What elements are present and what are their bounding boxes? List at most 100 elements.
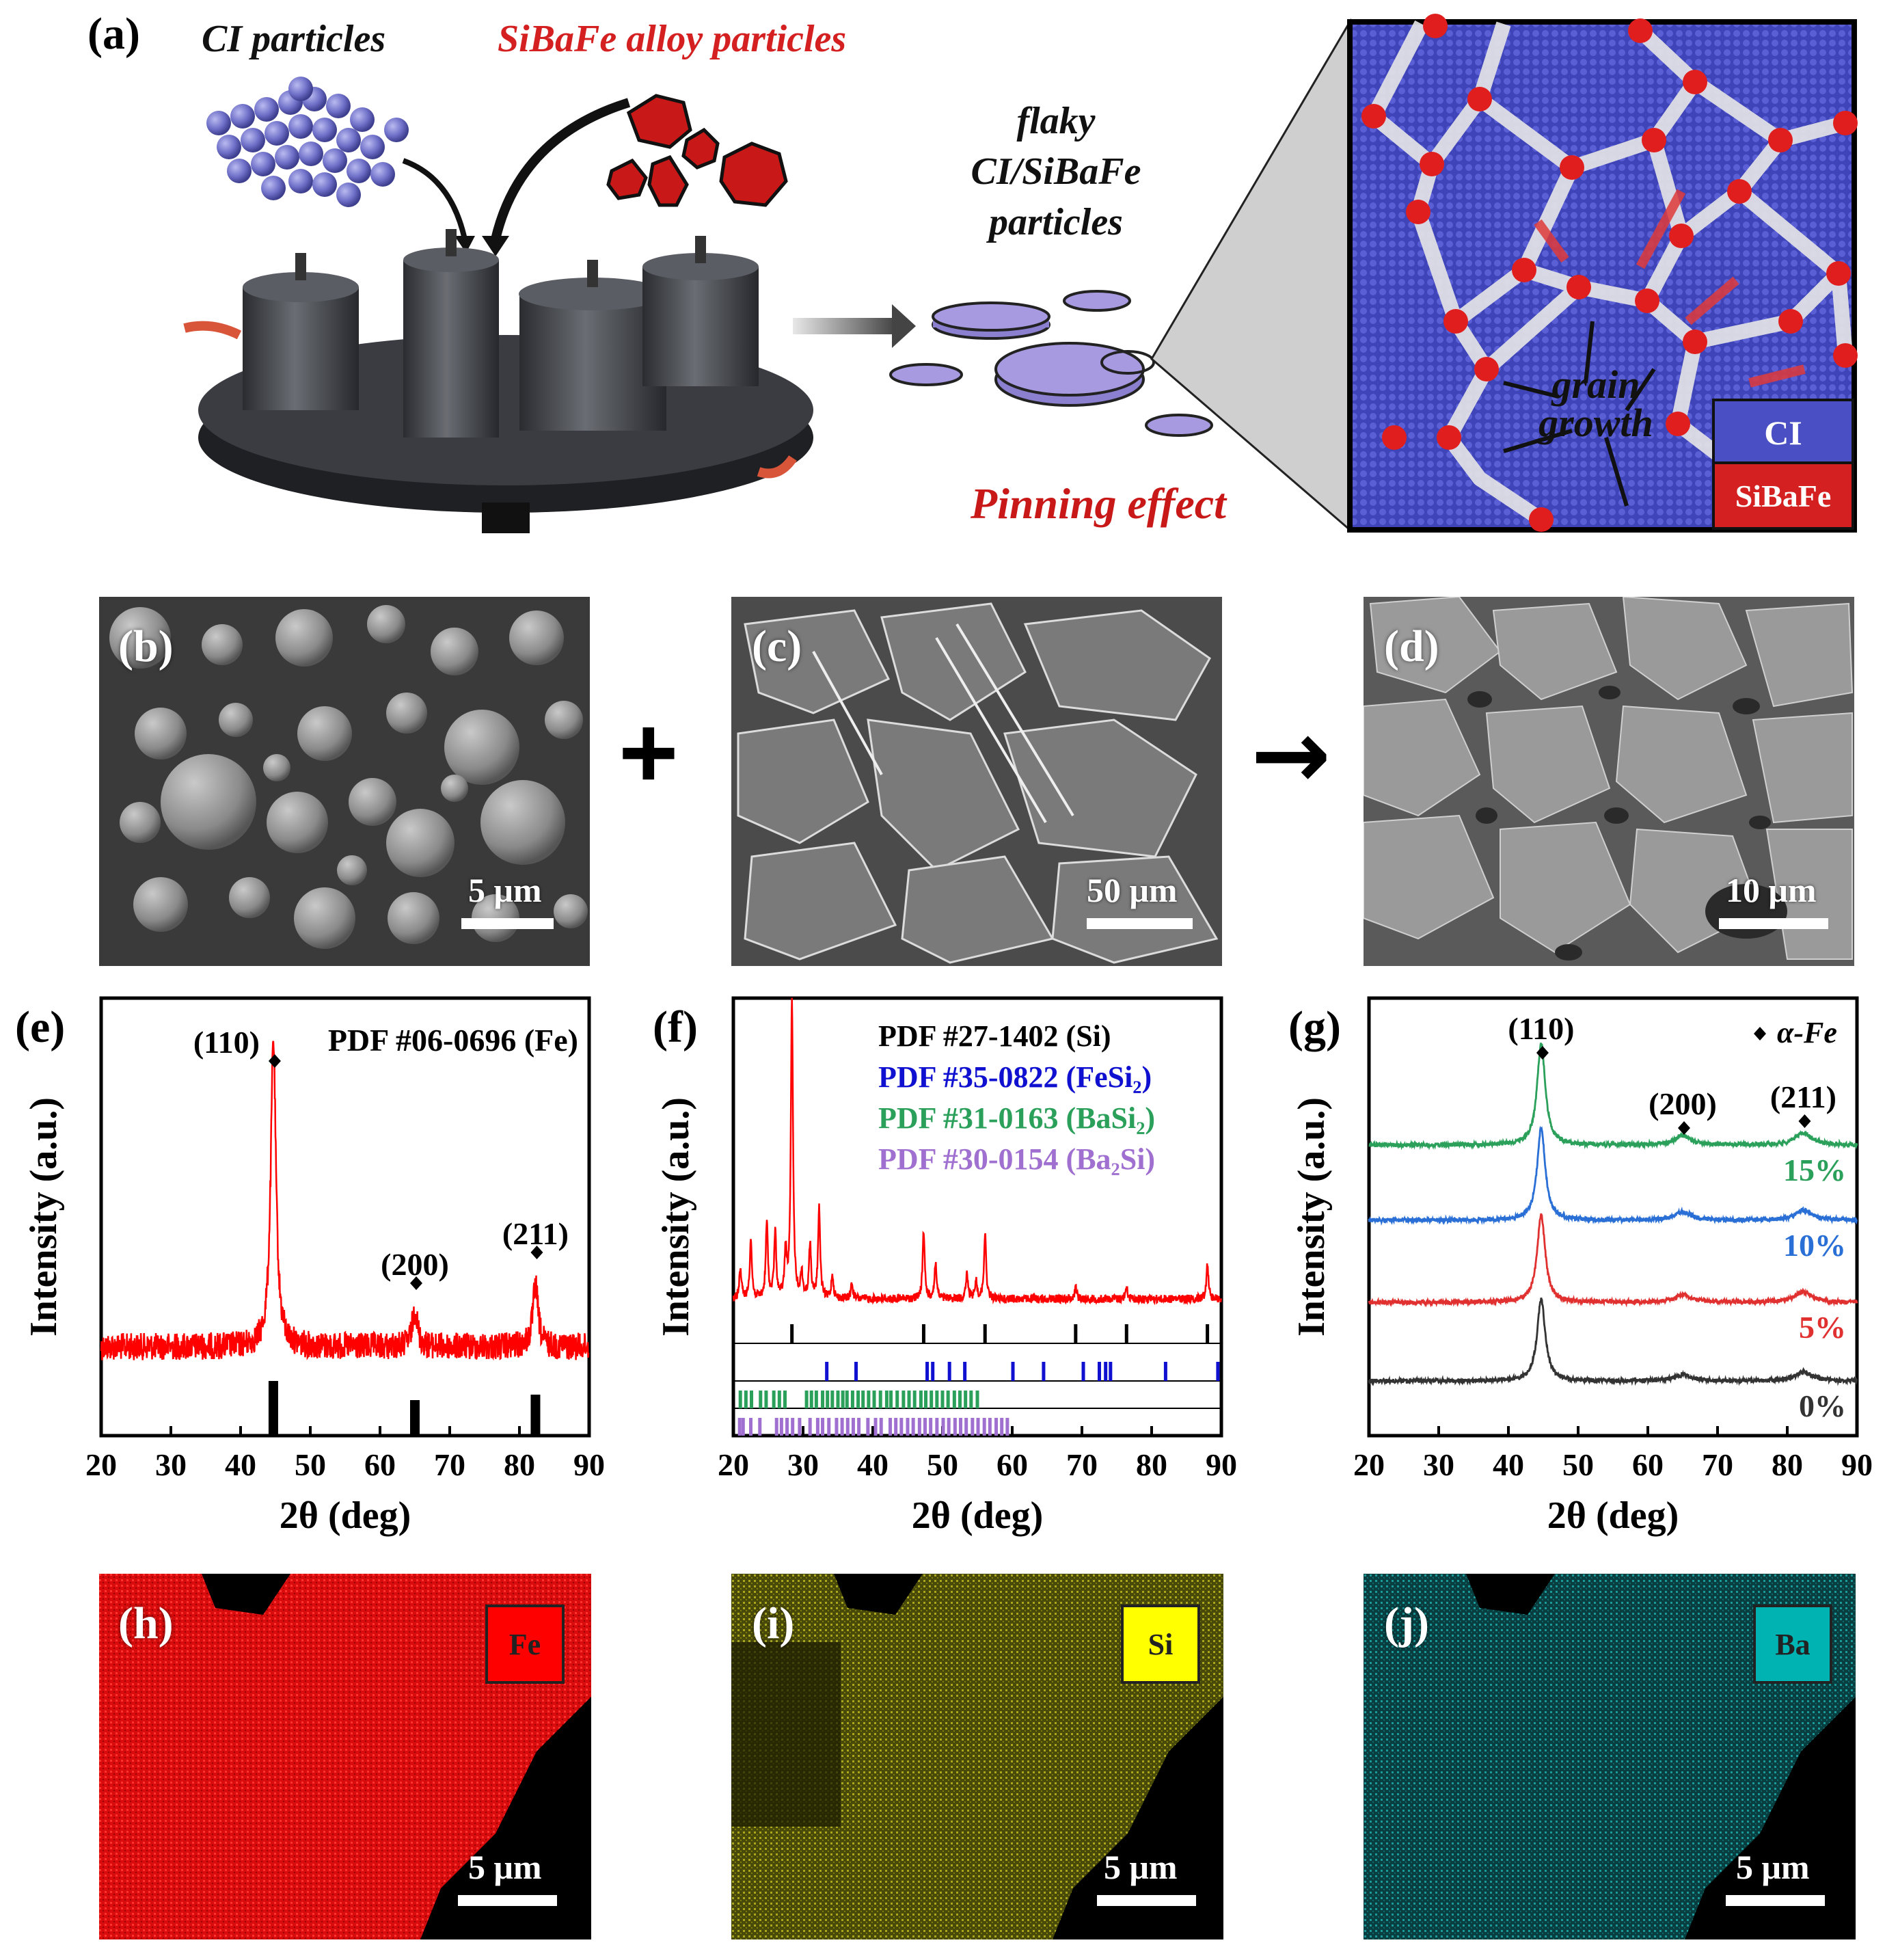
chart-f-ref-stick <box>976 1418 980 1436</box>
eds-map-si: (i) Si 5 μm <box>731 1574 1223 1939</box>
chart-g-xtick-label: 30 <box>1423 1447 1454 1482</box>
chart-f-ref-stick <box>779 1418 783 1436</box>
chart-g-peak-label: (110) <box>1508 1011 1574 1046</box>
chart-f-xlabel: 2θ (deg) <box>912 1494 1044 1537</box>
sem-image-c: (c) 50 μm <box>731 597 1222 966</box>
scale-text-c: 50 μm <box>1087 871 1178 909</box>
chart-f-ref-stick <box>783 1391 787 1408</box>
chart-f-ref-stick <box>889 1391 893 1408</box>
chart-f-ref-stick <box>941 1418 945 1436</box>
chart-f-ref-stick <box>982 1418 986 1436</box>
chart-f-ref-stick <box>873 1418 878 1436</box>
zoom-cone <box>1150 18 1351 533</box>
grain-line-2: growth <box>1538 401 1653 445</box>
chart-e-xtick-label: 90 <box>573 1447 605 1482</box>
chart-g-series-label: 15% <box>1783 1153 1846 1187</box>
chart-f-ref-stick <box>959 1418 963 1436</box>
chart-f-ref-stick <box>872 1391 876 1408</box>
chart-f-ref-stick <box>856 1391 860 1408</box>
chart-e-ref-stick <box>268 1381 278 1436</box>
planetary-ball-mill <box>183 229 813 533</box>
chart-e-xtick-label: 80 <box>504 1447 535 1482</box>
panel-label-d: (d) <box>1384 621 1439 671</box>
flaky-line-1: flaky <box>1016 100 1096 142</box>
chart-f-ref-stick <box>940 1391 945 1408</box>
chart-f-ref-stick <box>899 1418 904 1436</box>
chart-f-ref-stick <box>906 1418 910 1436</box>
chart-f-ref-stick <box>975 1391 979 1408</box>
flaky-line-3: particles <box>989 201 1123 243</box>
chart-f-ref-stick <box>841 1391 845 1408</box>
chart-f-ref-stick <box>917 1418 921 1436</box>
element-badge-si: Si <box>1121 1605 1200 1684</box>
chart-f-ref-stick <box>809 1391 813 1408</box>
chart-e-ref-stick <box>410 1400 420 1436</box>
chart-g-ylabel: Intensity (a.u.) <box>1290 1097 1333 1337</box>
chart-f-ref-stick <box>758 1418 762 1436</box>
chart-f-ref-stick <box>921 1324 925 1343</box>
scale-bar-h <box>458 1895 557 1906</box>
chart-f-ref-stick <box>826 1391 830 1408</box>
chart-g-peak-label: (211) <box>1770 1079 1836 1114</box>
panel-label-j: (j) <box>1384 1598 1429 1648</box>
chart-f-ref-stick <box>867 1391 871 1408</box>
chart-g-xtick-label: 70 <box>1702 1447 1733 1482</box>
chart-f-ref-stick <box>861 1391 865 1408</box>
chart-e-ref-stick <box>530 1395 541 1436</box>
chart-f-xtick-label: 60 <box>996 1447 1028 1482</box>
chart-f-ref-stick <box>772 1391 776 1408</box>
chart-g-peak-label: (200) <box>1649 1086 1717 1121</box>
label-pinning-effect: Pinning effect <box>971 479 1226 528</box>
plus-sign: + <box>619 695 679 809</box>
chart-f-ref-stick <box>821 1418 825 1436</box>
ci-particle-cluster <box>206 77 409 207</box>
chart-g-series-line <box>1368 1213 1858 1308</box>
chart-f-ref-stick <box>884 1391 889 1408</box>
chart-f-ref-stick <box>901 1391 906 1408</box>
chart-e-xtick-label: 60 <box>364 1447 396 1482</box>
chart-f-ref-stick <box>845 1391 849 1408</box>
sem-b-spheres <box>109 605 588 949</box>
chart-f-ref-stick <box>1163 1362 1167 1381</box>
chart-g-peak-marker <box>1798 1114 1811 1128</box>
chart-g-xlabel: 2θ (deg) <box>1547 1494 1679 1537</box>
xrd-chart-e: 20 30 40 50 60 70 80 90 2θ (deg) Intensity (a.u.)… <box>23 996 605 1537</box>
chart-f-xtick-label: 50 <box>927 1447 958 1482</box>
chart-f-ref-stick <box>741 1418 745 1436</box>
chart-f-ref-stick <box>840 1418 844 1436</box>
xrd-chart-f: 20 30 40 50 60 70 80 90 2θ (deg) Intensity (a.u.)… <box>655 996 1237 1537</box>
chart-f-ref-stick <box>744 1391 748 1408</box>
chart-g-legend-marker <box>1754 1027 1766 1041</box>
chart-f-ref-stick <box>935 1418 939 1436</box>
chart-e-peak-label: (211) <box>502 1216 569 1251</box>
label-ci-particles: CI particles <box>202 18 386 60</box>
chart-f-ref-stick <box>1000 1418 1004 1436</box>
chart-f-ref-stick <box>907 1391 911 1408</box>
chart-f-ref-stick <box>911 1418 915 1436</box>
chart-f-ref-stick <box>878 1391 882 1408</box>
chart-g-peak-marker <box>1536 1046 1549 1060</box>
chart-f-ref-stick <box>925 1362 930 1381</box>
chart-f-ref-stick <box>759 1391 763 1408</box>
panel-label-c: (c) <box>752 621 802 671</box>
scale-bar-b <box>461 918 554 929</box>
chart-f-ref-stick <box>827 1418 831 1436</box>
chart-f-ref-stick <box>1109 1362 1113 1381</box>
chart-e-peak-label: (110) <box>193 1025 260 1060</box>
scale-text-b: 5 μm <box>468 871 542 909</box>
schematic-svg <box>183 14 1858 533</box>
panel-label-a: (a) <box>87 9 140 59</box>
chart-g-peak-marker <box>1678 1121 1690 1135</box>
chart-f-ref-stick <box>1074 1324 1078 1343</box>
chart-g-series-label: 5% <box>1799 1310 1846 1345</box>
chart-f-legend-entry: PDF #30-0154 (Ba₂Si) <box>878 1142 1155 1176</box>
grain-line-1: grain <box>1551 362 1640 407</box>
chart-f-ref-stick <box>969 1391 973 1408</box>
label-flaky-particles: flaky CI/SiBaFe particles <box>957 96 1155 247</box>
chart-e-series-line <box>100 1041 590 1361</box>
eds-map-fe: (h) Fe 5 μm <box>99 1574 591 1939</box>
chart-f-ref-stick <box>1081 1362 1085 1381</box>
element-badge-fe: Fe <box>485 1605 565 1684</box>
chart-f-xtick-label: 30 <box>787 1447 819 1482</box>
panel-label-h: (h) <box>118 1598 174 1648</box>
